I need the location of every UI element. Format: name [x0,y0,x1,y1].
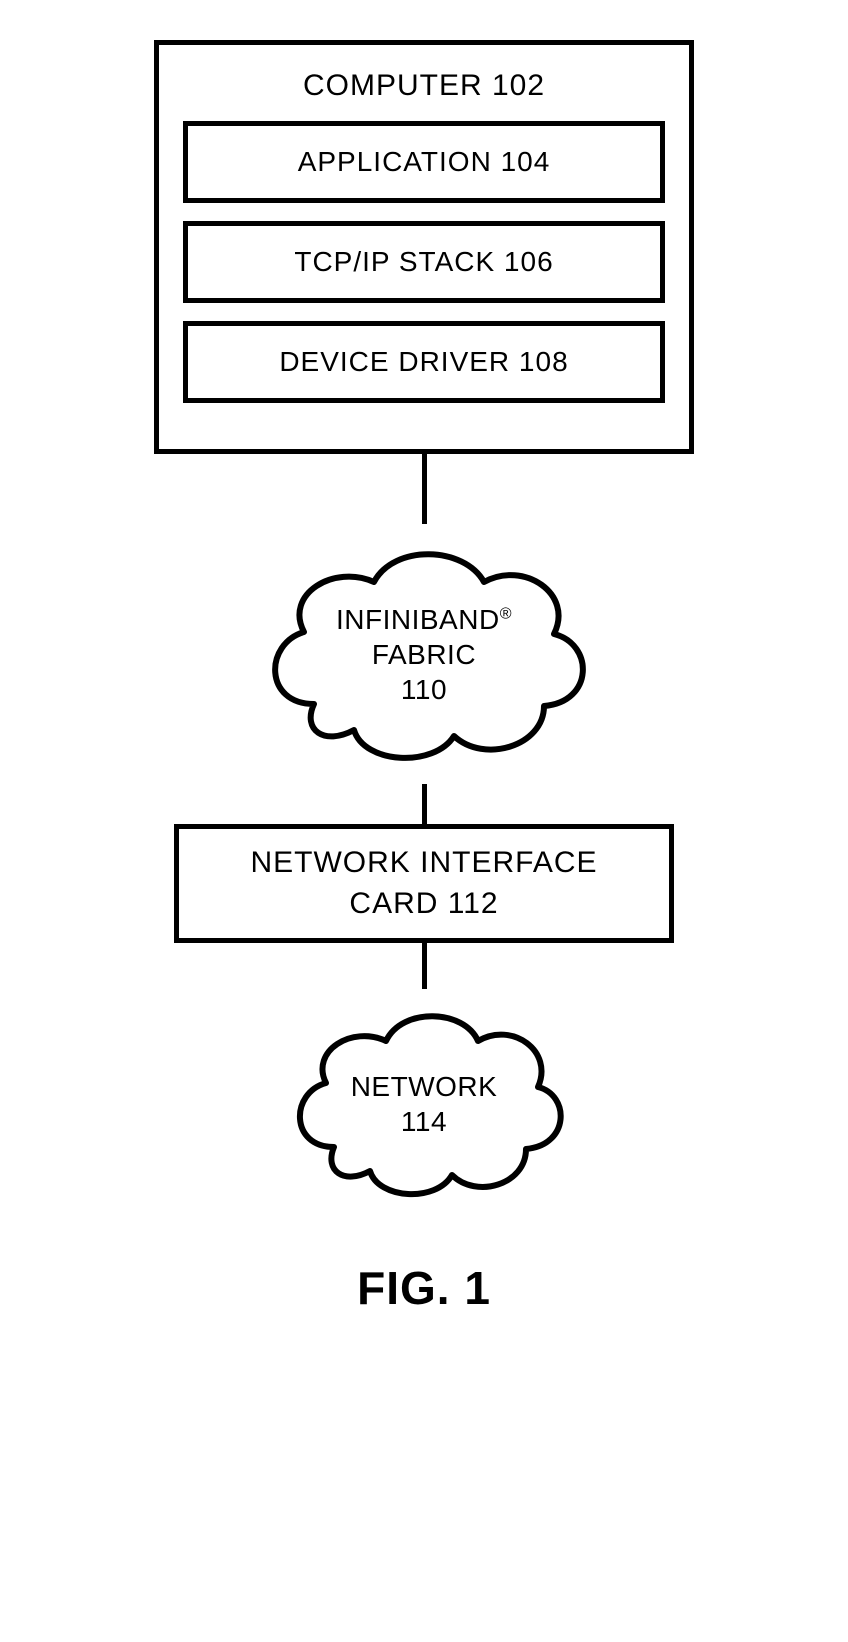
application-layer: APPLICATION 104 [183,121,665,203]
connector-1 [422,454,427,524]
network-line2: 114 [401,1106,447,1137]
network-stack-diagram: COMPUTER 102 APPLICATION 104 TCP/IP STAC… [124,40,724,1315]
figure-label: FIG. 1 [357,1261,491,1315]
tcpip-layer: TCP/IP STACK 106 [183,221,665,303]
nic-line1: NETWORK INTERFACE [250,846,597,879]
network-cloud: NETWORK 114 [274,989,574,1219]
computer-box: COMPUTER 102 APPLICATION 104 TCP/IP STAC… [154,40,694,454]
infiniband-line3: 110 [401,674,447,705]
nic-box: NETWORK INTERFACE CARD 112 [174,824,674,943]
computer-title: COMPUTER 102 [183,69,665,103]
connector-3 [422,943,427,989]
nic-line2: CARD 112 [349,887,498,920]
infiniband-label: INFINIBAND® FABRIC 110 [336,602,512,707]
connector-2 [422,784,427,824]
infiniband-line1: INFINIBAND [336,604,500,635]
infiniband-cloud: INFINIBAND® FABRIC 110 [244,524,604,784]
registered-mark-icon: ® [500,605,512,622]
network-line1: NETWORK [351,1071,498,1102]
network-label: NETWORK 114 [351,1069,498,1139]
infiniband-line2: FABRIC [372,639,476,670]
driver-layer: DEVICE DRIVER 108 [183,321,665,403]
